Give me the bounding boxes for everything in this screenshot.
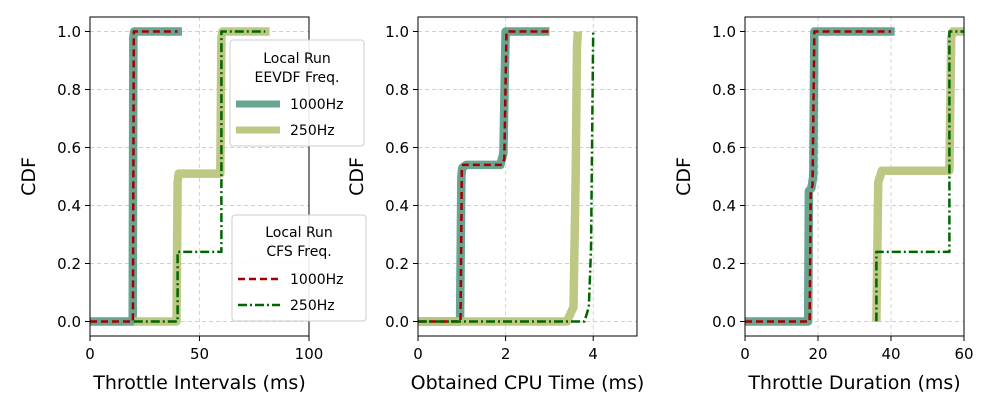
throttle-intervals-xtick-label-2: 100 — [295, 345, 324, 363]
throttle-duration-ytick-label-4: 0.8 — [712, 81, 736, 99]
throttle-duration-line-eevdf-250hz — [872, 27, 964, 322]
throttle-duration-series-group — [745, 27, 964, 326]
throttle-duration-xtick-label-0: 0 — [740, 345, 750, 363]
legend-eevdf-title-line2: EEVDF Freq. — [255, 70, 340, 86]
throttle-duration-frame — [744, 16, 965, 337]
obtained-cpu-time-line-eevdf-1000hz — [418, 27, 550, 326]
throttle-intervals-ylabel: CDF — [18, 157, 40, 196]
legend-cfs-frame — [231, 214, 367, 322]
obtained-cpu-time-ylabel: CDF — [346, 157, 368, 196]
obtained-cpu-time-line-cfs-1000hz — [418, 30, 550, 323]
obtained-cpu-time-ytick-label-4: 0.8 — [385, 81, 409, 99]
legend-cfs: Local Run CFS Freq. 1000Hz 250Hz — [231, 214, 367, 322]
obtained-cpu-time-ytick-label-2: 0.4 — [385, 197, 409, 215]
obtained-cpu-time-xtick-label-2: 4 — [588, 345, 598, 363]
throttle-intervals-ytick-label-5: 1.0 — [57, 23, 81, 41]
legend-cfs-250hz-label: 250Hz — [290, 298, 335, 314]
throttle-duration-ylabel: CDF — [673, 157, 695, 196]
throttle-intervals-line-eevdf-1000hz — [90, 27, 182, 326]
throttle-duration-line-cfs-250hz — [875, 30, 964, 322]
throttle-intervals-line-cfs-250hz — [133, 30, 266, 323]
legend-eevdf: Local Run EEVDF Freq. 1000Hz 250Hz — [229, 39, 365, 147]
legend-eevdf-250hz-label: 250Hz — [290, 123, 335, 139]
throttle-duration-ytick-label-0: 0.0 — [712, 313, 736, 331]
obtained-cpu-time-frame — [417, 16, 638, 337]
throttle-duration-ytick-label-2: 0.4 — [712, 197, 736, 215]
legend-eevdf-1000hz-label: 1000Hz — [290, 97, 344, 113]
throttle-duration-xtick-label-3: 60 — [954, 345, 973, 363]
chart-obtained-cpu-time: 0 2 4 0.0 0.2 0.4 0.6 0.8 1.0 Obtained CPU Time (… — [346, 16, 645, 394]
throttle-duration-ytick-label-1: 0.2 — [712, 255, 736, 273]
obtained-cpu-time-xtick-label-0: 0 — [413, 345, 423, 363]
obtained-cpu-time-line-cfs-250hz — [418, 31, 595, 323]
obtained-cpu-time-line-eevdf-250hz — [418, 31, 583, 326]
throttle-intervals-ytick-label-0: 0.0 — [57, 313, 81, 331]
throttle-intervals-ytick-label-1: 0.2 — [57, 255, 81, 273]
throttle-duration-line-eevdf-1000hz — [745, 27, 895, 326]
obtained-cpu-time-xtick-label-1: 2 — [501, 345, 511, 363]
throttle-intervals-xlabel: Throttle Intervals (ms) — [92, 372, 306, 394]
legend-cfs-title-line2: CFS Freq. — [266, 244, 331, 260]
throttle-duration-ytick-label-3: 0.6 — [712, 139, 736, 157]
throttle-duration-xtick-label-2: 40 — [881, 345, 900, 363]
obtained-cpu-time-ytick-label-3: 0.6 — [385, 139, 409, 157]
throttle-duration-line-cfs-1000hz — [745, 30, 891, 323]
legend-eevdf-frame — [229, 39, 365, 147]
throttle-intervals-xtick-label-0: 0 — [85, 345, 95, 363]
obtained-cpu-time-series-group — [418, 27, 595, 326]
throttle-duration-xtick-label-1: 20 — [808, 345, 827, 363]
throttle-intervals-ytick-label-4: 0.8 — [57, 81, 81, 99]
throttle-duration-xlabel: Throttle Duration (ms) — [747, 372, 960, 394]
throttle-intervals-ytick-label-3: 0.6 — [57, 139, 81, 157]
obtained-cpu-time-ytick-label-5: 1.0 — [385, 23, 409, 41]
chart-throttle-duration: 0 20 40 60 0.0 0.2 0.4 0.6 0.8 1.0 Throttle Durati… — [673, 16, 974, 394]
obtained-cpu-time-ytick-label-1: 0.2 — [385, 255, 409, 273]
throttle-duration-ytick-label-5: 1.0 — [712, 23, 736, 41]
throttle-intervals-ytick-label-2: 0.4 — [57, 197, 81, 215]
legend-cfs-1000hz-label: 1000Hz — [290, 272, 344, 288]
throttle-intervals-series-group — [90, 27, 270, 326]
legend-eevdf-title-line1: Local Run — [263, 51, 331, 67]
obtained-cpu-time-ytick-label-0: 0.0 — [385, 313, 409, 331]
throttle-intervals-line-cfs-1000hz — [90, 30, 178, 323]
chart-throttle-intervals: 0 50 100 0.0 0.2 0.4 0.6 0.8 1.0 Throttle Interva… — [18, 16, 324, 394]
throttle-intervals-xtick-label-1: 50 — [190, 345, 209, 363]
obtained-cpu-time-xlabel: Obtained CPU Time (ms) — [411, 372, 645, 394]
legend-cfs-title-line1: Local Run — [265, 225, 333, 241]
